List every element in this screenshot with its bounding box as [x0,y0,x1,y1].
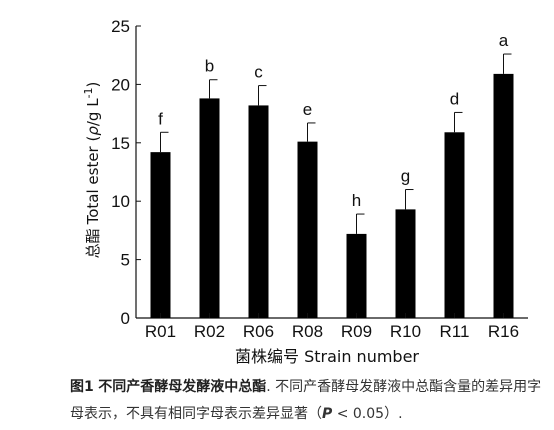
bar [493,73,514,318]
x-tick-label: R09 [341,322,372,341]
significance-letter: d [450,89,459,108]
y-axis-label: 总酯 Total ester (ρ/g L-1) [82,82,102,259]
bar [297,141,318,318]
bar [199,98,220,318]
significance-letter: f [158,109,163,128]
y-axis-label-close: ) [84,82,102,88]
y-axis-label-en: Total ester ( [84,136,102,226]
bar [395,209,416,318]
significance-letter: e [303,100,312,119]
bar [150,152,171,318]
y-tick-label: 20 [111,75,130,94]
significance-letter: c [254,63,263,82]
y-tick-label: 10 [111,192,130,211]
bar-chart: 0 5 10 15 20 25 f R01 b R02 c R06 e R08 h R09 g R10 d R11 a R… [82,17,528,366]
caption-text: . 不同产香酵母发酵液中总酯含量的差异用字母表示，不具有相同字母表示差异显著（ [70,379,542,422]
bar [346,233,367,318]
y-tick-label: 25 [111,17,130,36]
significance-letter: g [401,167,410,186]
y-axis-label-symbol: ρ [84,126,102,136]
y-tick-label: 15 [111,134,130,153]
x-tick-label: R02 [194,322,225,341]
significance-letter: a [499,31,509,50]
significance-letter: h [352,191,361,210]
figure-caption: 图1 不同产香酵母发酵液中总酯. 不同产香酵母发酵液中总酯含量的差异用字母表示，… [70,374,550,428]
y-axis-label-superscript: -1 [82,87,95,98]
y-axis-label-unit: /g L [84,98,102,126]
caption-label: 图1 [70,379,94,395]
y-axis-label-zh: 总酯 [84,228,102,258]
x-tick-label: R06 [243,322,274,341]
x-axis-label: 菌株编号 Strain number [235,347,419,366]
bar [248,105,269,318]
caption-p-rest: < 0.05）. [332,406,403,422]
x-tick-label: R11 [440,322,470,341]
bar [444,132,465,318]
plot-area: 0 5 10 15 20 25 f R01 b R02 c R06 e R08 h R09 g R10 d R11 a R… [111,17,528,341]
x-tick-label: R16 [488,322,519,341]
caption-p-symbol: P [322,406,333,422]
y-tick-label: 5 [121,251,130,270]
x-tick-label: R01 [145,322,176,341]
caption-title: 不同产香酵母发酵液中总酯 [98,379,267,395]
x-tick-label: R08 [292,322,323,341]
x-tick-label: R10 [390,322,421,341]
y-tick-label: 0 [121,309,130,328]
significance-letter: b [205,57,214,76]
